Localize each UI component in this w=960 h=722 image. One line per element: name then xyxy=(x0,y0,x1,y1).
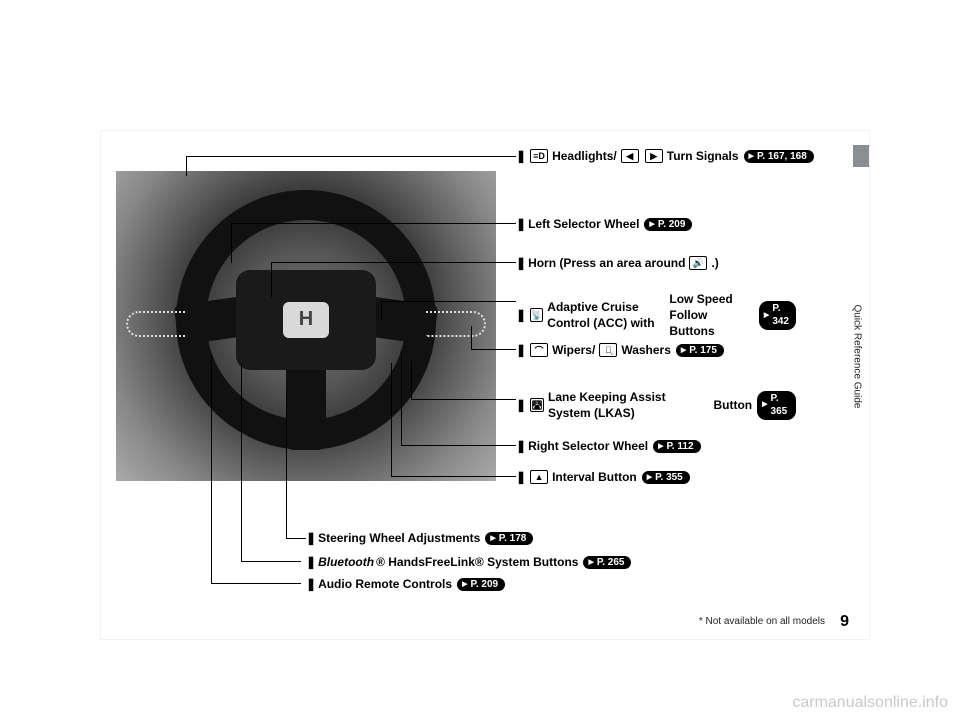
page-ref: P. 209 xyxy=(644,218,692,231)
leader xyxy=(271,262,311,263)
text: Button xyxy=(713,397,752,413)
leader xyxy=(421,445,516,446)
leader xyxy=(391,476,431,477)
text: Headlights/ xyxy=(552,149,617,163)
leader xyxy=(241,363,242,561)
label-headlights: ❚≡D Headlights/ ◀▶ Turn Signals P. 167, … xyxy=(516,149,814,163)
text: Bluetooth xyxy=(318,555,374,569)
label-lkas: ❚🛣 Lane Keeping Assist System (LKAS) But… xyxy=(516,389,796,421)
page-ref: P. 209 xyxy=(457,578,505,591)
wiper-icon: ⌒ xyxy=(530,343,548,357)
leader xyxy=(401,445,421,446)
headlight-icon: ≡D xyxy=(530,149,548,163)
manual-page: Quick Reference Guide H ❚≡D Headlights/ xyxy=(100,130,870,640)
label-wipers: ❚⌒ Wipers/ ⌒̣ Washers P. 175 xyxy=(516,343,724,357)
text: Washers xyxy=(621,343,671,357)
page-ref: P. 167, 168 xyxy=(744,150,814,163)
leader xyxy=(186,156,187,176)
leader xyxy=(381,301,516,302)
page-ref: P. 112 xyxy=(653,440,700,453)
label-right-selector: ❚Right Selector Wheel P. 112 xyxy=(516,439,701,453)
leader xyxy=(231,223,232,263)
honda-logo: H xyxy=(283,302,329,338)
label-left-selector: ❚Left Selector Wheel P. 209 xyxy=(516,217,692,231)
label-audio: ❚Audio Remote Controls P. 209 xyxy=(306,577,505,591)
leader xyxy=(411,399,516,400)
leader xyxy=(391,363,392,476)
text: Audio Remote Controls xyxy=(318,577,452,591)
lkas-icon: 🛣 xyxy=(530,398,544,412)
text: Wipers/ xyxy=(552,343,595,357)
text: Left Selector Wheel xyxy=(528,217,639,231)
text: Right Selector Wheel xyxy=(528,439,648,453)
wheel-spoke-bottom xyxy=(286,360,326,450)
text: Lane Keeping Assist System (LKAS) xyxy=(548,389,703,421)
section-title: Quick Reference Guide xyxy=(852,305,863,409)
text: Adaptive Cruise Control (ACC) with xyxy=(547,299,658,331)
leader xyxy=(286,391,287,538)
turn-right-icon: ▶ xyxy=(645,149,663,163)
text: Turn Signals xyxy=(667,149,739,163)
page-ref: P. 355 xyxy=(642,471,690,484)
acc-icon: 📡 xyxy=(530,308,543,322)
leader xyxy=(411,361,412,399)
text: .) xyxy=(711,256,718,270)
label-steering-adj: ❚Steering Wheel Adjustments P. 178 xyxy=(306,531,533,545)
washer-icon: ⌒̣ xyxy=(599,343,617,357)
leader xyxy=(431,476,516,477)
leader xyxy=(271,262,272,297)
leader xyxy=(401,351,402,445)
section-tab xyxy=(853,145,869,167)
text: Low Speed Follow Buttons xyxy=(669,291,754,340)
label-acc: ❚📡 Adaptive Cruise Control (ACC) with Lo… xyxy=(516,291,796,340)
steering-wheel-photo: H xyxy=(116,171,496,481)
turn-left-icon: ◀ xyxy=(621,149,639,163)
page-ref: P. 178 xyxy=(485,532,533,545)
footnote: * Not available on all models xyxy=(699,616,825,627)
leader xyxy=(186,156,516,157)
text: ® HandsFreeLink® System Buttons xyxy=(376,555,578,569)
watermark: carmanualsonline.info xyxy=(792,694,948,712)
leader xyxy=(211,356,212,583)
leader xyxy=(381,301,382,321)
page-ref: P. 175 xyxy=(676,344,724,357)
text: Horn (Press an area around xyxy=(528,256,685,270)
label-interval: ❚▲ Interval Button P. 355 xyxy=(516,470,690,484)
leader xyxy=(471,349,516,350)
leader xyxy=(211,583,301,584)
leader xyxy=(471,326,472,349)
horn-icon: 🔊 xyxy=(689,256,707,270)
leader xyxy=(241,561,301,562)
left-stalk-outline xyxy=(126,311,186,337)
leader xyxy=(231,223,516,224)
page-ref: P. 342 xyxy=(759,301,796,330)
label-horn: ❚Horn (Press an area around 🔊 .) xyxy=(516,256,719,270)
right-stalk-outline xyxy=(426,311,486,337)
leader xyxy=(286,538,306,539)
page-ref: P. 265 xyxy=(583,556,631,569)
page-number: 9 xyxy=(840,613,849,631)
text: Steering Wheel Adjustments xyxy=(318,531,480,545)
label-bluetooth: ❚Bluetooth® HandsFreeLink® System Button… xyxy=(306,555,631,569)
interval-icon: ▲ xyxy=(530,470,548,484)
page-ref: P. 365 xyxy=(757,391,796,420)
leader xyxy=(311,262,516,263)
text: Interval Button xyxy=(552,470,637,484)
